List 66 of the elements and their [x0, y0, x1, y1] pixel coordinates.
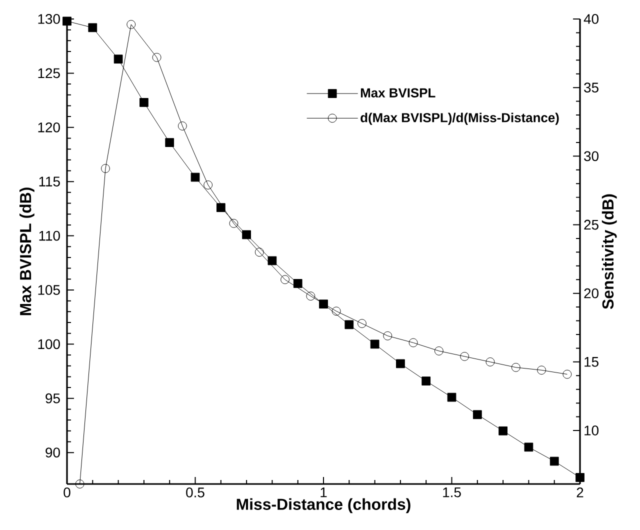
point	[88, 23, 98, 32]
x-tick-label: 1	[320, 488, 327, 498]
y2-tick-label: 40	[584, 14, 598, 24]
point	[562, 370, 572, 379]
y2-tick-label: 30	[584, 151, 598, 162]
point	[216, 203, 226, 212]
y-tick-label: 110	[39, 230, 60, 241]
point	[537, 366, 546, 375]
y-tick-label: 130	[38, 14, 60, 24]
legend-label: Max BVISPL	[360, 88, 436, 98]
y2-tick-label: 25	[584, 220, 598, 230]
point	[101, 164, 110, 173]
x-axis-title: Miss-Distance (chords)	[236, 498, 410, 514]
point	[358, 319, 366, 328]
y2-tick-label: 10	[584, 426, 598, 436]
point	[447, 392, 456, 402]
point	[396, 359, 405, 368]
point	[242, 230, 251, 240]
point	[178, 122, 187, 130]
y-tick-label: 125	[38, 68, 60, 78]
y2-tick-label: 15	[584, 357, 598, 367]
point	[204, 180, 213, 190]
point	[319, 300, 328, 308]
point	[486, 357, 495, 366]
point	[511, 362, 520, 372]
x-tick-label: 0	[64, 488, 70, 498]
y-tick-label: 95	[46, 393, 60, 404]
point	[498, 426, 508, 436]
x-tick-label: 2	[576, 488, 584, 498]
y2-axis-title: Sensitivity (dB)	[602, 194, 617, 310]
point	[383, 331, 392, 340]
y-tick-label: 100	[38, 339, 60, 350]
point	[422, 376, 431, 386]
point	[126, 20, 136, 29]
x-tick-label: 1.5	[443, 488, 461, 498]
point	[408, 338, 418, 348]
y-tick-label: 120	[38, 122, 60, 132]
point	[293, 279, 302, 288]
point	[524, 442, 534, 452]
point	[550, 456, 559, 466]
point	[254, 248, 264, 257]
y-tick-label: 90	[46, 448, 60, 458]
point	[370, 340, 380, 349]
point	[332, 306, 341, 316]
point	[75, 480, 84, 488]
point	[344, 320, 354, 330]
point	[62, 16, 72, 26]
y-tick-label: 115	[39, 176, 60, 186]
point	[165, 138, 174, 147]
legend-label: d(Max BVISPL)/d(Miss-Distance)	[360, 112, 559, 125]
y-tick-label: 105	[38, 285, 60, 295]
point	[114, 54, 123, 64]
point	[268, 256, 277, 266]
y-axis-title: Max BVISPL (dB)	[20, 188, 34, 316]
point	[190, 172, 200, 182]
point	[434, 346, 444, 356]
point	[152, 52, 162, 62]
y2-tick-label: 35	[584, 82, 598, 93]
point	[306, 292, 316, 301]
x-tick-label: 0.5	[186, 488, 204, 498]
point	[140, 98, 148, 107]
point	[472, 410, 482, 420]
point	[460, 352, 470, 361]
y2-tick-label: 20	[584, 288, 598, 298]
point	[229, 218, 238, 228]
point	[280, 275, 290, 284]
